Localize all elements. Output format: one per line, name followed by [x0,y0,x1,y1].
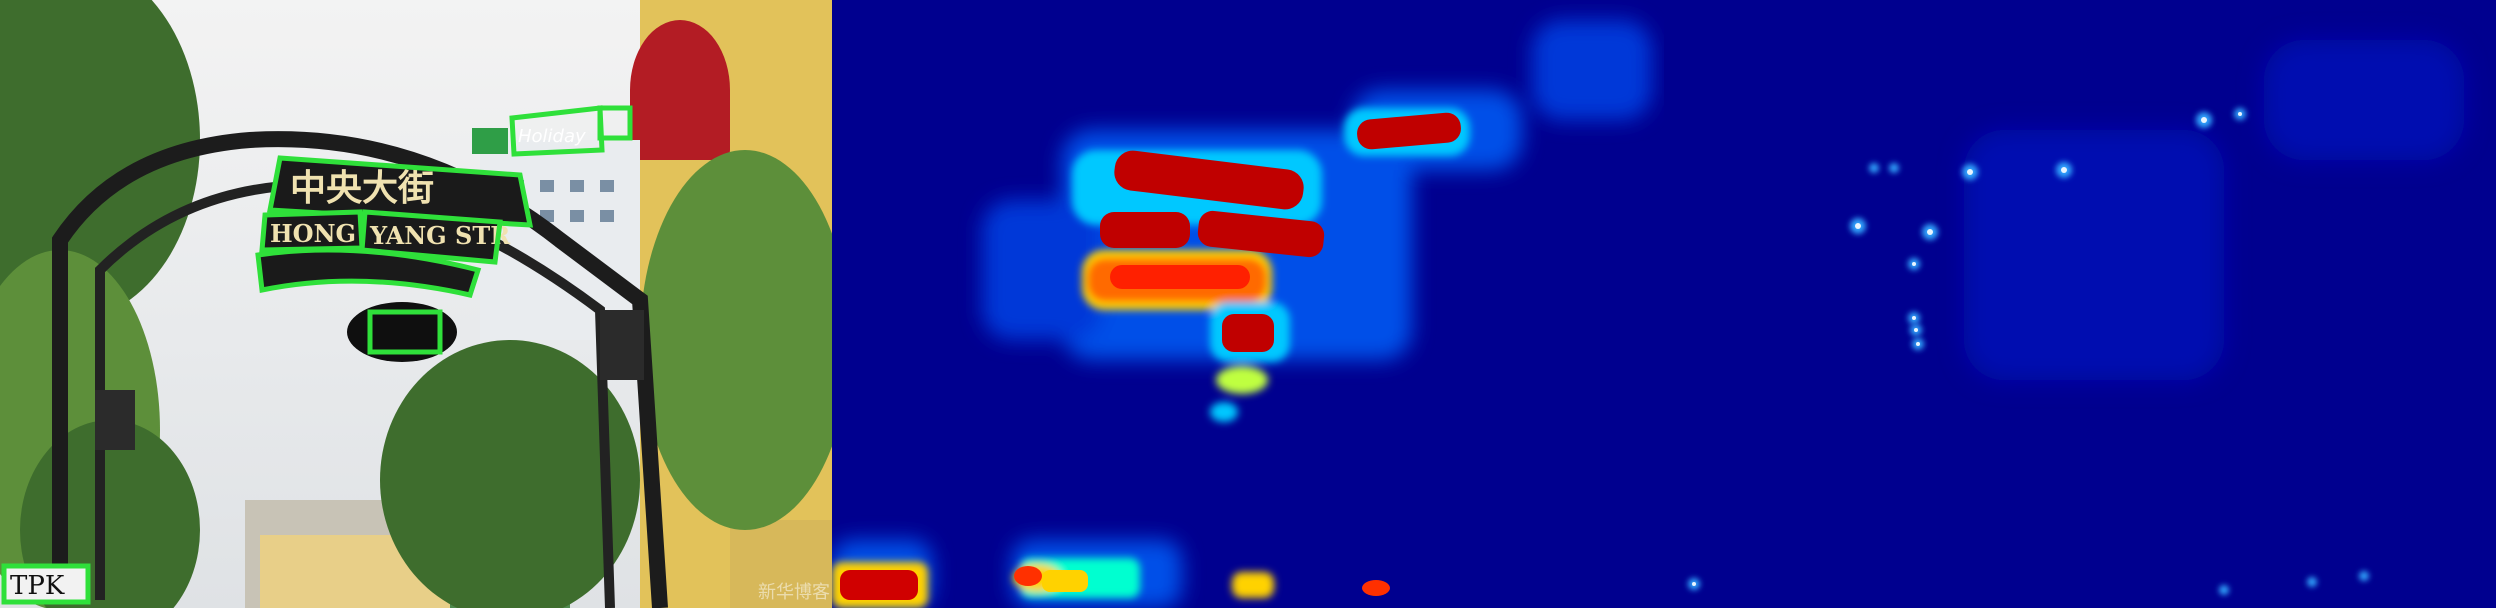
ocr-box [597,105,633,141]
heat-hot-regions [840,112,1461,600]
window [570,180,584,192]
ocr-box [359,209,503,265]
corner-text: TPK [10,571,65,601]
oval-plaque [347,302,457,362]
sign-latin-2-text: YANG STR [369,221,511,250]
ocr-box [267,155,534,228]
curved-sign-band [258,250,478,295]
heatmap-svg [832,20,1652,608]
lantern [600,310,644,380]
watermark: 新华博客 [758,582,830,603]
ocr-box [367,309,443,355]
sign-latin-1-text: HONG [270,219,356,248]
heatmap-panel-2 [1664,0,2496,608]
tree [640,150,832,530]
corner-label-bg [4,566,88,602]
window [540,180,554,192]
latin-sign-board [262,212,362,250]
sparse-heatmap-svg [1688,40,2464,595]
ocr-box [509,105,605,157]
character-center-dots [1688,108,2369,595]
ocr-box [255,247,482,298]
red-dome [630,20,730,160]
sign-main-text: 中央大街 [290,167,434,209]
photo-panel: 中央大街 HONG YANG STR Holiday TPK [0,0,832,608]
heatmap-panel-1 [832,0,1664,608]
tree [380,340,640,608]
arcade-building [730,520,832,608]
faint-background [1964,40,2464,380]
window [570,210,584,222]
latin-sign-board [362,212,500,262]
archway-svg: 中央大街 HONG YANG STR Holiday TPK [1,105,668,608]
lantern [95,390,135,450]
window [600,210,614,222]
main-sign-board [270,158,530,225]
hotel-sign-text: Holiday [518,126,586,147]
hotel-logo [472,128,508,154]
ocr-box [1,563,91,605]
window [600,180,614,192]
